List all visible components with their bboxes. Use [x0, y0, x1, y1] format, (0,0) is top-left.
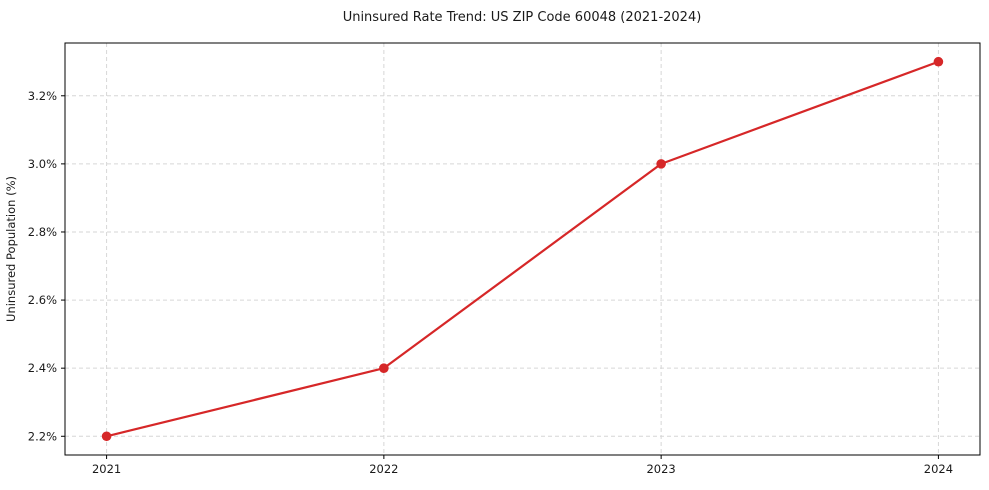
data-point-marker: [656, 159, 666, 169]
y-tick-label: 2.2%: [28, 429, 57, 443]
y-tick-label: 2.8%: [28, 225, 57, 239]
trend-line: [105, 60, 940, 438]
y-tick-label: 3.0%: [28, 157, 57, 171]
chart-title: Uninsured Rate Trend: US ZIP Code 60048 …: [343, 10, 702, 25]
grid-layer: [65, 43, 980, 455]
x-tick-label: 2023: [646, 462, 675, 476]
x-tick-label: 2021: [92, 462, 121, 476]
x-tick-label: 2024: [924, 462, 953, 476]
data-point-marker: [379, 363, 389, 373]
x-tick-label: 2022: [369, 462, 398, 476]
y-tick-label: 2.4%: [28, 361, 57, 375]
plot-border: [64, 42, 981, 456]
y-tick-label: 3.2%: [28, 89, 57, 103]
y-axis-label: Uninsured Population (%): [4, 176, 18, 322]
data-point-marker: [933, 56, 944, 67]
data-point-marker: [101, 431, 112, 442]
axes-layer: 2021 2022 2023 2024 2.2% 2.4% 2.6% 2.8% 3.0% 3.2%: [28, 42, 981, 476]
y-tick-label: 2.6%: [28, 293, 57, 307]
series-layer: [101, 56, 944, 442]
